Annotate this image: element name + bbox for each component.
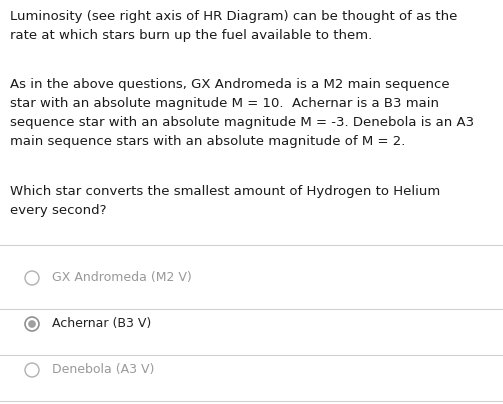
- Text: Luminosity (see right axis of HR Diagram) can be thought of as the
rate at which: Luminosity (see right axis of HR Diagram…: [10, 10, 457, 42]
- Circle shape: [28, 320, 36, 328]
- Text: GX Andromeda (M2 V): GX Andromeda (M2 V): [52, 271, 192, 284]
- Text: Denebola (A3 V): Denebola (A3 V): [52, 364, 154, 377]
- Text: Which star converts the smallest amount of Hydrogen to Helium
every second?: Which star converts the smallest amount …: [10, 185, 440, 217]
- Text: Achernar (B3 V): Achernar (B3 V): [52, 318, 151, 330]
- Text: As in the above questions, GX Andromeda is a M2 main sequence
star with an absol: As in the above questions, GX Andromeda …: [10, 78, 474, 148]
